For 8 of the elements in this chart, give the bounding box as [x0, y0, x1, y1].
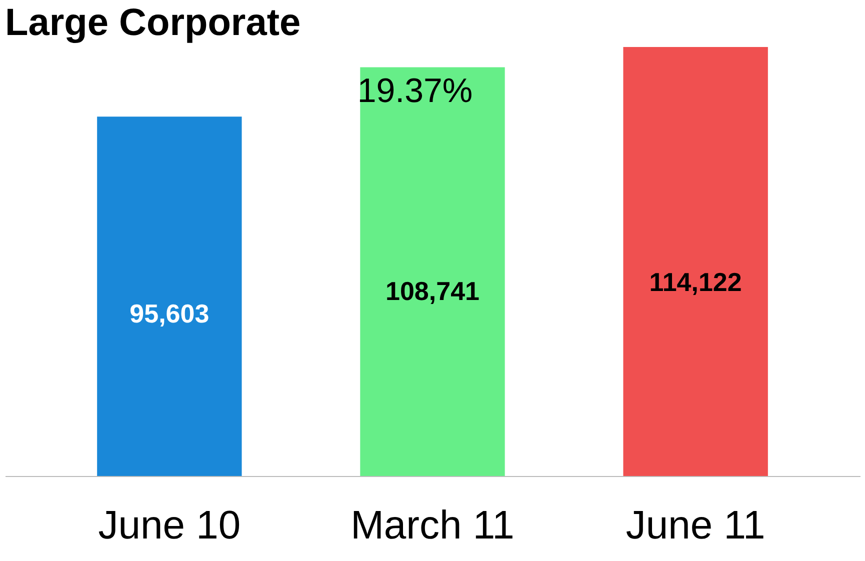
x-tick-label: March 11 [350, 504, 514, 548]
data-label: 95,603 [130, 298, 210, 328]
chart-title: Large Corporate [5, 2, 301, 44]
data-label: 114,122 [649, 266, 742, 297]
data-label: 108,741 [386, 276, 480, 306]
annotation: 19.37% [357, 72, 473, 110]
x-tick-label: June 10 [98, 504, 241, 548]
x-tick-label: June 11 [626, 504, 766, 548]
